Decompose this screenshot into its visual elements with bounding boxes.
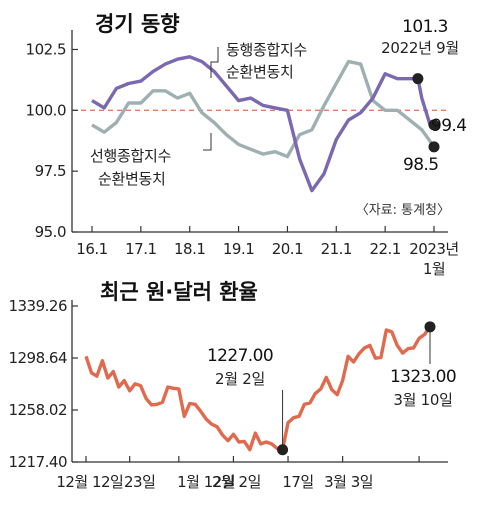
chart2-y-tick-label: 1298.64 (8, 349, 67, 367)
exchange-low-value: 1227.00 (207, 346, 273, 366)
chart2-x-tick-label: 23일 (124, 473, 155, 491)
chart1-x-tick-label: 2023년 (409, 240, 458, 258)
chart2-y-tick-label: 1339.26 (8, 297, 67, 315)
chart2-y-tick-label: 1258.02 (8, 401, 67, 419)
exchange-latest-date: 3월 10일 (393, 391, 452, 409)
chart1-y-tick-label: 95.0 (35, 223, 66, 241)
chart1-source: 〈자료: 통계청〉 (356, 203, 450, 218)
chart2-title: 최근 원·달러 환율 (100, 280, 258, 304)
coincident-end-value: 99.4 (431, 116, 466, 136)
leading-label-line1: 선행종합지수 (90, 147, 171, 165)
chart1-y-tick-label: 97.5 (35, 162, 66, 180)
exchange-latest-marker (424, 321, 436, 333)
chart2-y-tick-label: 1217.40 (8, 453, 67, 471)
chart1-x-tick-label: 20.1 (272, 240, 303, 258)
coincident-label-line1: 동행종합지수 (226, 41, 307, 59)
coincident-label-leader (210, 47, 219, 78)
leading-label-leader (203, 133, 212, 151)
exchange-latest-value: 1323.00 (390, 367, 456, 387)
chart1-x-tick-label: 22.1 (369, 240, 400, 258)
exchange-low-marker (277, 444, 289, 456)
chart1-y-ticks: 102.5 100.0 97.5 95.0 (26, 40, 78, 241)
chart1-x-tick-label: 17.1 (125, 240, 156, 258)
coincident-end-marker (428, 119, 440, 131)
chart2-x-tick-label: 12월 12일 (56, 473, 123, 491)
coincident-peak-date: 2022년 9월 (381, 39, 459, 57)
coincident-peak-marker (412, 73, 424, 85)
chart2-y-ticks: 1339.26 1298.64 1258.02 1217.40 (8, 297, 78, 471)
leading-end-value: 98.5 (403, 155, 438, 175)
chart2-x-tick-label: 2월 2일 (212, 473, 261, 491)
exchange-low-date: 2월 2일 (215, 370, 265, 388)
chart1-x-tick-label: 16.1 (76, 240, 107, 258)
chart2-x-tick-label: 1월 12일 (177, 473, 235, 491)
coincident-index-line (91, 55, 434, 193)
coincident-peak-value: 101.3 (402, 17, 448, 37)
chart2-x-tick-label: 3월 3일 (324, 473, 373, 491)
chart1-x-tick-sublabel: 1월 (423, 260, 445, 278)
chart1-y-tick-label: 100.0 (26, 101, 66, 119)
chart1-x-ticks: 16.1 17.1 18.1 19.1 20.1 21.1 22.1 2023년 (76, 226, 459, 258)
chart2-x-tick-label: 17일 (282, 473, 313, 491)
chart1-x-tick-label: 19.1 (223, 240, 254, 258)
leading-label-line2: 순환변동치 (98, 170, 166, 188)
exchange-rate-line (84, 325, 432, 452)
leading-index-line (91, 59, 436, 159)
chart1-title: 경기 동향 (95, 12, 180, 36)
chart1-x-tick-label: 21.1 (321, 240, 352, 258)
coincident-label-line2: 순환변동치 (226, 63, 294, 81)
chart1-y-tick-label: 102.5 (26, 40, 66, 58)
chart1-x-tick-label: 18.1 (174, 240, 205, 258)
leading-end-marker (428, 141, 440, 153)
